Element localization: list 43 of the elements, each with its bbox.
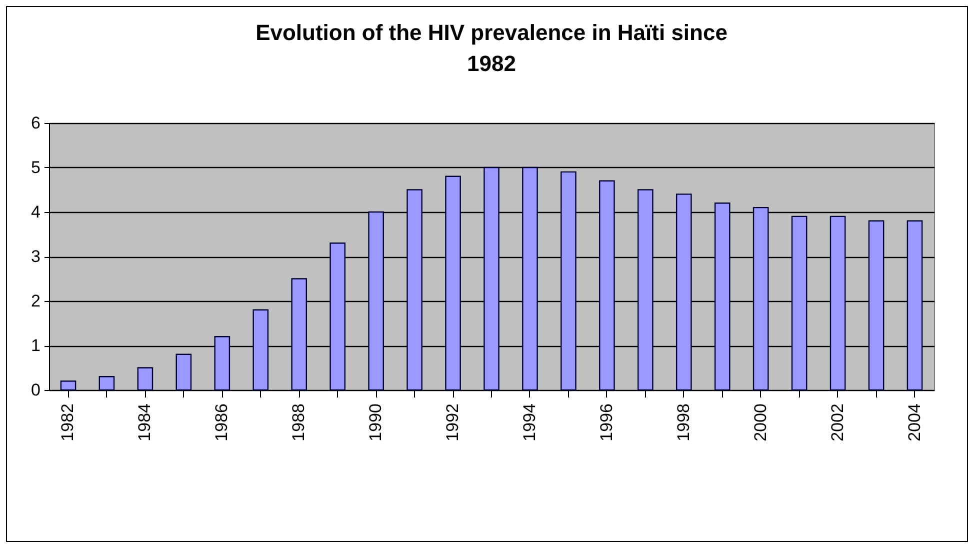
bar [638,189,654,391]
y-tick-label: 5 [31,158,40,177]
y-tick-label: 4 [31,202,40,222]
y-tick-label: 6 [31,114,40,132]
bar [906,220,923,391]
bar [752,206,769,391]
x-tick-label: 1998 [674,404,693,442]
chart-title: Evolution of the HIV prevalence in Haïti since 1982 [256,20,728,76]
bar [252,309,269,391]
bar [176,354,192,391]
y-tick-label: 0 [31,380,40,400]
x-tick-label: 1984 [135,404,154,442]
bar [560,171,576,391]
bar [214,336,230,391]
y-tick-label: 1 [31,336,40,355]
bar [522,166,538,391]
x-tick-label: 2004 [904,404,924,442]
bar [830,216,846,391]
x-tick-label: 1986 [212,404,232,442]
bar [714,202,730,391]
bar [291,278,308,391]
x-tick-label: 2000 [750,404,770,442]
bar [868,220,884,391]
x-tick-label: 1992 [443,404,462,442]
bar [676,194,692,391]
x-tick-label: 1990 [366,404,386,442]
bar [484,166,500,391]
bar [368,211,384,391]
bar [60,380,76,391]
bar [330,242,346,391]
y-tick-label: 2 [31,292,40,310]
x-tick-label: 1988 [289,404,308,442]
x-tick-label: 1982 [58,404,78,442]
x-tick-label: 1994 [520,404,539,442]
bar [406,189,422,391]
bar [445,176,461,391]
x-tick-label: 1996 [596,404,616,442]
x-tick-label: 2002 [828,404,847,442]
bar [599,180,615,391]
bar [98,376,115,391]
bar [137,367,154,391]
y-tick-label: 3 [31,247,40,266]
bar [791,216,808,391]
